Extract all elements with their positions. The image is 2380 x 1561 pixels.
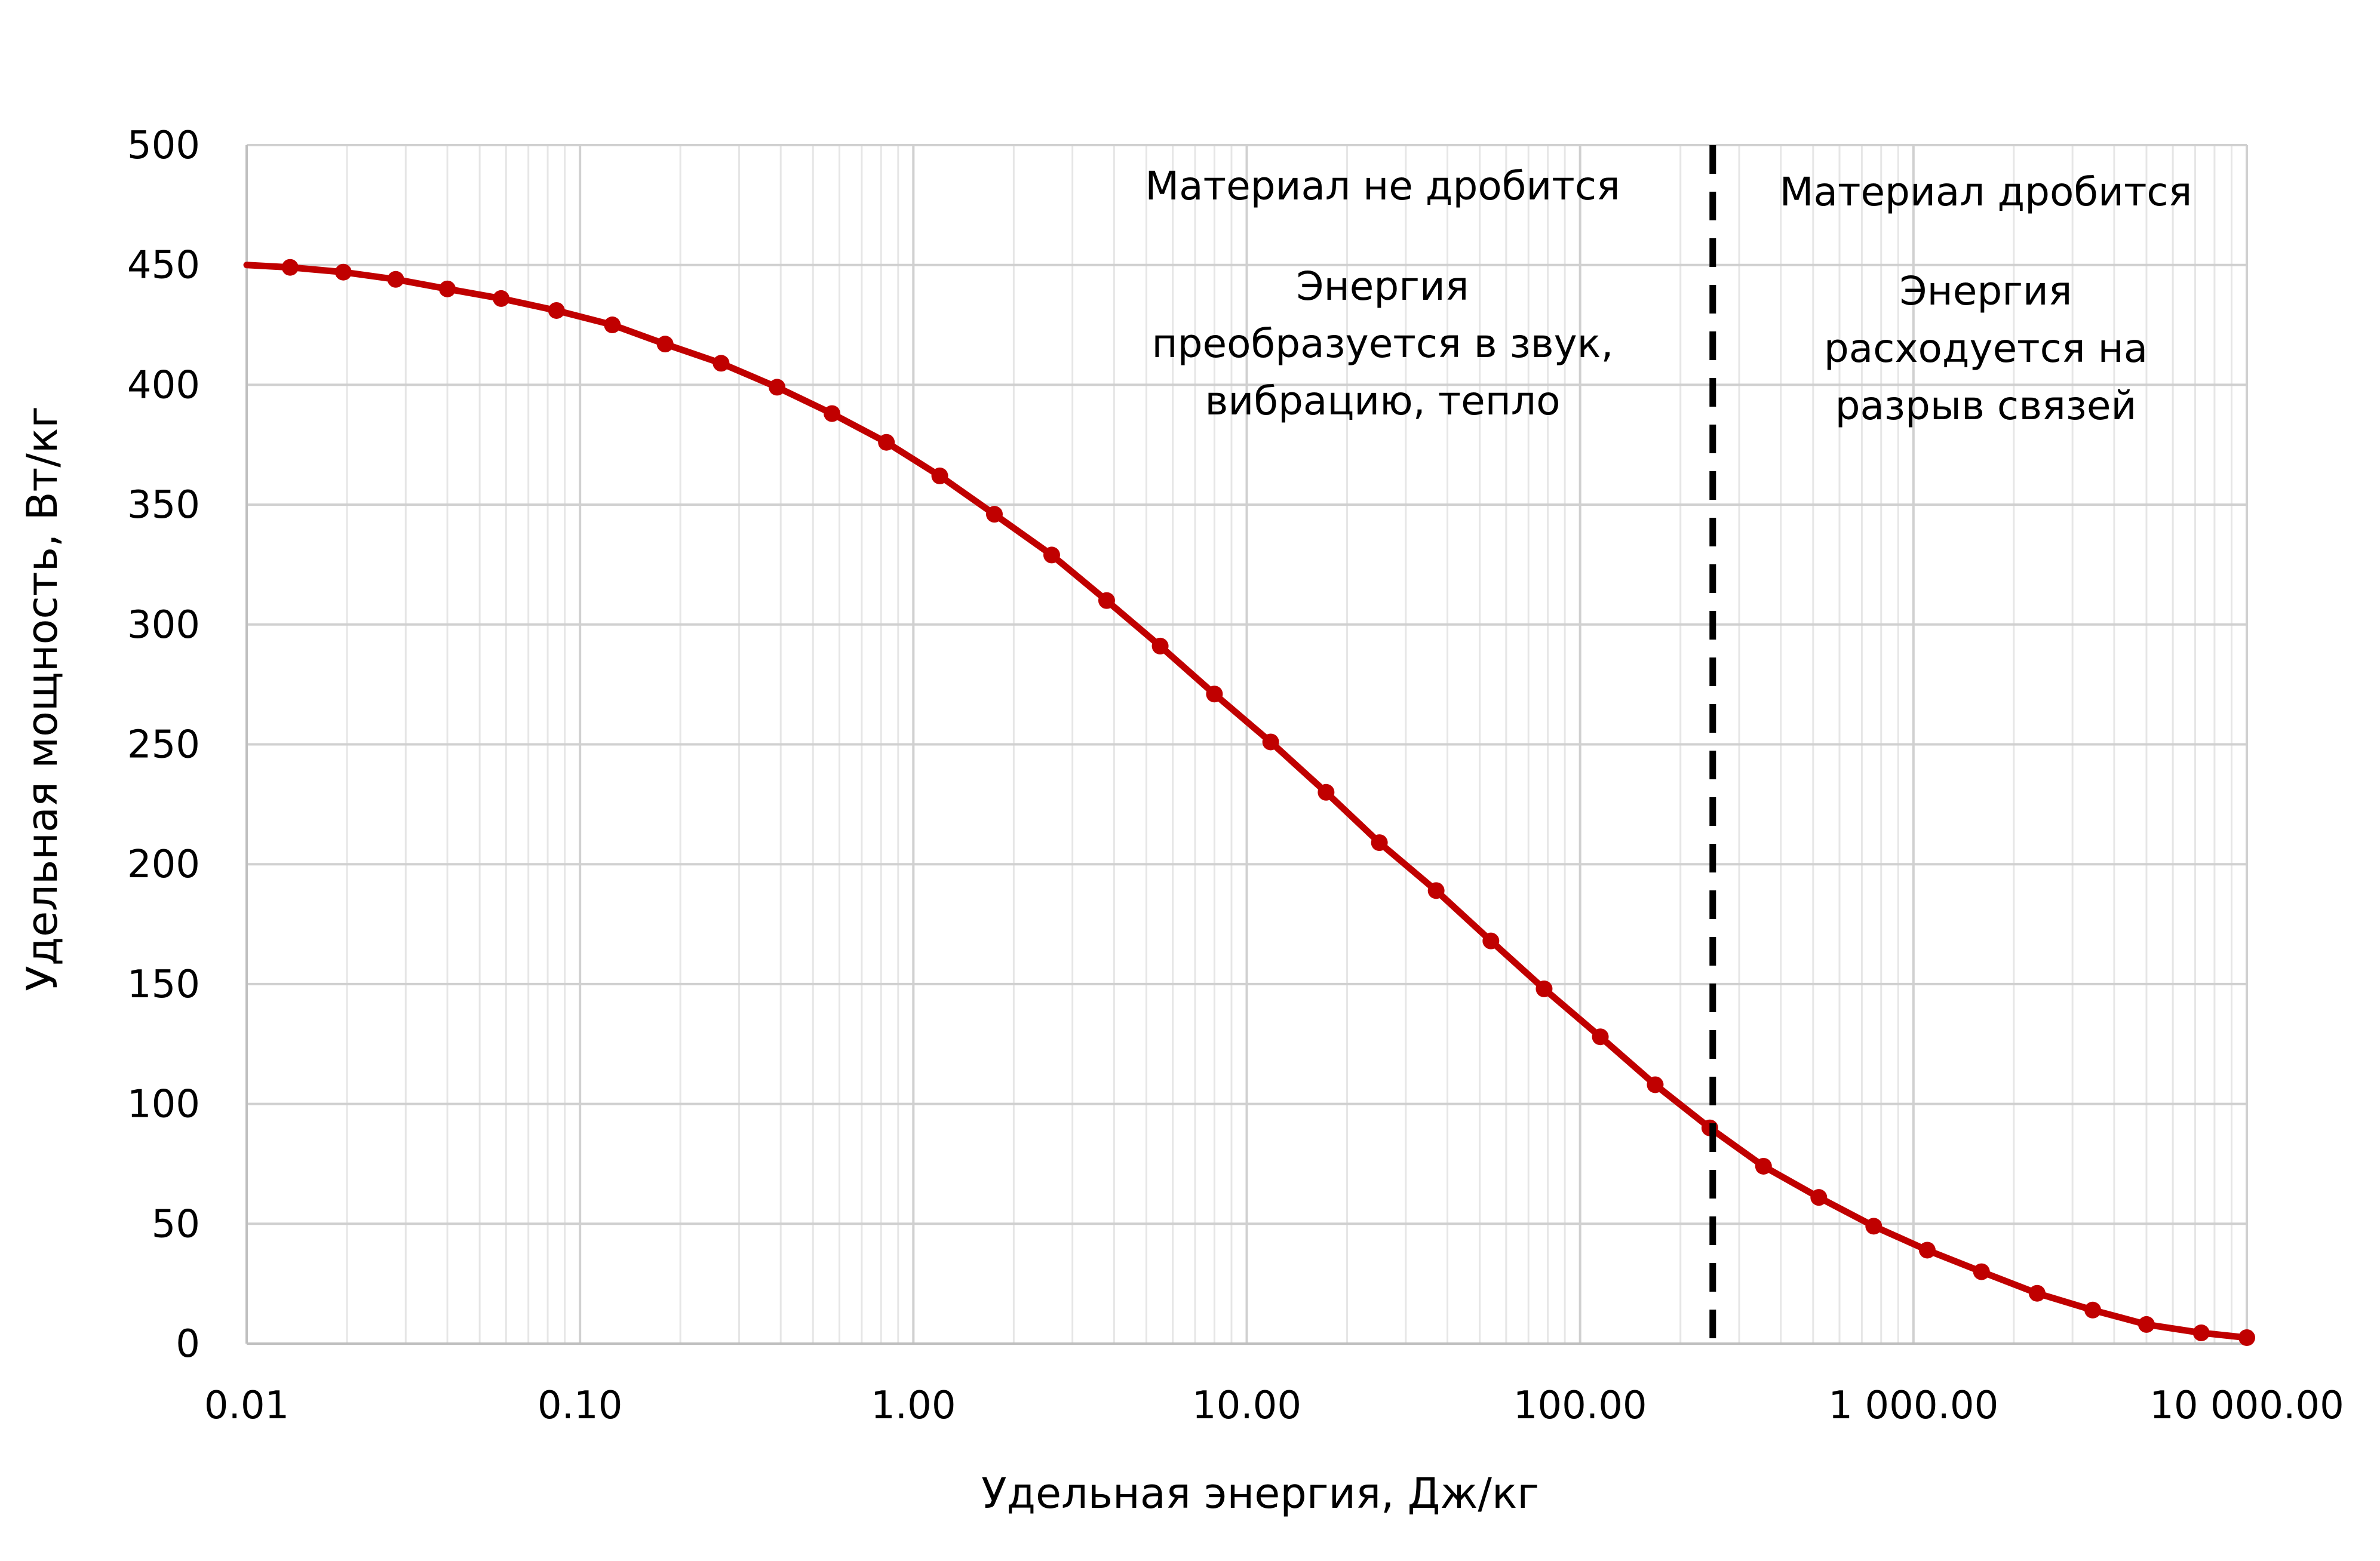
data-point: [1151, 637, 1169, 654]
data-point: [1973, 1263, 1990, 1280]
data-point: [2084, 1301, 2102, 1319]
x-tick-label: 0.01: [204, 1384, 290, 1428]
data-point: [1262, 733, 1279, 751]
x-tick-label: 100.00: [1513, 1384, 1647, 1428]
annotation-right-title: Материал дробится: [1780, 169, 2192, 215]
data-point: [2028, 1285, 2046, 1302]
data-point: [1043, 546, 1060, 564]
x-tick-label: 10 000.00: [2149, 1384, 2344, 1428]
data-point: [1865, 1218, 1882, 1235]
y-tick-label: 0: [176, 1322, 200, 1366]
annotation-left-line-3: вибрацию, тепло: [1205, 378, 1561, 424]
major-gridlines: [245, 144, 2248, 1345]
data-point: [713, 355, 730, 372]
series-layer: [243, 259, 2255, 1346]
y-tick-label: 200: [127, 843, 200, 887]
x-axis-tick-labels: 0.01 0.10 1.00 10.00 100.00 1 000.00 10 000.00: [204, 1384, 2344, 1428]
annotation-left-line-1: Энергия: [1296, 263, 1469, 309]
data-point: [334, 263, 352, 281]
data-point: [493, 290, 510, 307]
y-tick-label: 450: [127, 244, 200, 288]
annotation-left: Материал не дробится Энергия преобразует…: [1145, 163, 1620, 424]
data-point: [656, 336, 674, 353]
annotation-right: Материал дробится Энергия расходуется на…: [1780, 169, 2192, 429]
data-point: [548, 302, 565, 319]
y-tick-label: 500: [127, 124, 200, 168]
data-point: [1318, 783, 1335, 801]
y-tick-label: 100: [127, 1083, 200, 1127]
annotation-right-line-2: расходуется на: [1824, 325, 2148, 371]
data-point: [604, 316, 621, 334]
data-point: [1536, 980, 1553, 997]
data-point: [1810, 1189, 1828, 1206]
y-tick-label: 250: [127, 723, 200, 767]
data-point: [1482, 932, 1500, 949]
data-point: [387, 271, 404, 288]
data-point: [439, 280, 456, 297]
data-point: [281, 259, 299, 276]
x-axis-title: Удельная энергия, Дж/кг: [981, 1469, 1539, 1518]
data-point: [769, 379, 786, 396]
annotation-left-line-2: преобразуется в звук,: [1151, 321, 1613, 367]
data-point: [2238, 1329, 2255, 1346]
y-tick-label: 300: [127, 603, 200, 647]
data-point: [1647, 1076, 1664, 1093]
annotation-left-title: Материал не дробится: [1145, 163, 1620, 209]
data-point: [878, 434, 895, 451]
annotation-right-line-3: разрыв связей: [1835, 383, 2137, 429]
y-axis-title: Удельная мощность, Вт/кг: [18, 406, 67, 991]
data-point: [985, 506, 1003, 523]
y-tick-label: 350: [127, 483, 200, 527]
x-tick-label: 1 000.00: [1828, 1384, 1998, 1428]
data-point: [2138, 1316, 2155, 1333]
axes: [245, 145, 2247, 1345]
annotation-right-line-1: Энергия: [1899, 268, 2072, 314]
y-tick-label: 50: [152, 1202, 200, 1246]
data-point: [824, 405, 841, 422]
data-point: [931, 467, 948, 484]
y-axis-tick-labels: 0 50 100 150 200 250 300 350 400 450 500: [127, 124, 200, 1366]
series-line: [243, 262, 2250, 1341]
data-point: [1098, 592, 1115, 609]
y-tick-label: 400: [127, 363, 200, 407]
data-point: [2192, 1324, 2210, 1341]
data-point: [1371, 834, 1388, 852]
x-tick-label: 0.10: [538, 1384, 623, 1428]
y-tick-label: 150: [127, 963, 200, 1007]
data-point: [1918, 1242, 1936, 1259]
data-point: [1755, 1157, 1772, 1175]
x-tick-label: 10.00: [1192, 1384, 1301, 1428]
x-tick-label: 1.00: [871, 1384, 956, 1428]
data-point: [1427, 882, 1445, 899]
data-point: [1206, 686, 1223, 703]
data-point: [1592, 1028, 1609, 1046]
